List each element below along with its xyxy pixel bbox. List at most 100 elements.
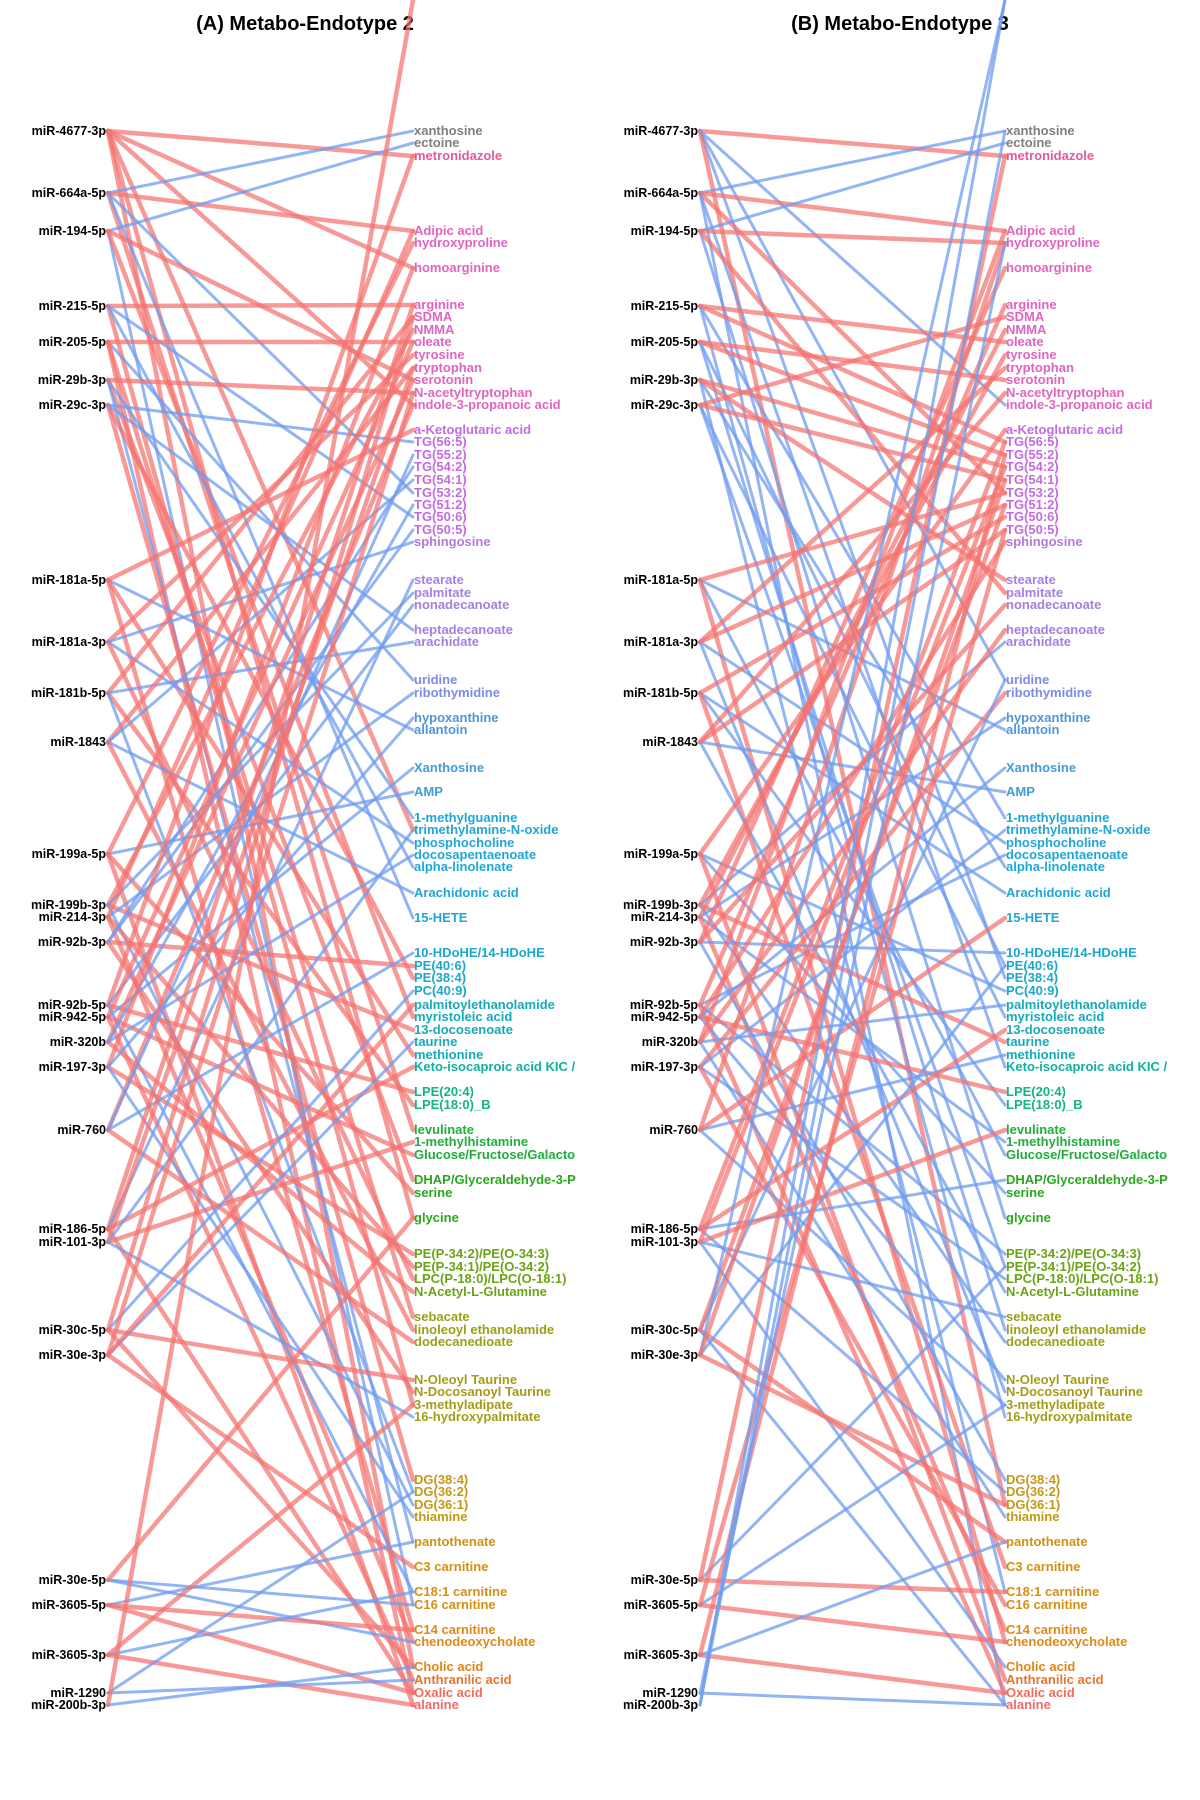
- edge-negative: [106, 528, 415, 944]
- metabolite-label: 16-hydroxypalmitate: [414, 1409, 540, 1424]
- edge-positive: [697, 439, 1008, 1232]
- panel-a-title: (A) Metabo-Endotype 2: [196, 13, 414, 35]
- metabolite-label: metronidazole: [1006, 148, 1094, 163]
- mirna-label: miR-214-3p: [39, 910, 107, 924]
- metabolite-label: Glucose/Fructose/Galacto: [414, 1147, 575, 1162]
- metabolite-label: ribothymidine: [414, 685, 500, 700]
- edge-positive: [105, 1652, 416, 1708]
- edge-positive: [697, 402, 1008, 483]
- metabolite-label: C16 carnitine: [414, 1597, 496, 1612]
- metabolite-label: Cholic acid: [1006, 1659, 1075, 1674]
- edge-positive: [105, 902, 416, 1033]
- edge-positive: [105, 302, 416, 1232]
- edge-positive: [697, 577, 1008, 1645]
- metabolite-label: TG(50:5): [1006, 522, 1059, 537]
- edge-positive: [105, 153, 416, 1008]
- metabolite-label: thiamine: [1006, 1509, 1059, 1524]
- metabolite-label: uridine: [414, 672, 457, 687]
- edge-positive: [105, 0, 416, 1708]
- metabolite-label: PE(P-34:2)/PE(O-34:3): [1006, 1246, 1141, 1261]
- metabolite-label: a-Ketoglutaric acid: [1006, 422, 1123, 437]
- metabolite-label: Anthranilic acid: [414, 1672, 512, 1687]
- mirna-label: miR-760: [649, 1123, 698, 1137]
- metabolite-label: serine: [1006, 1185, 1044, 1200]
- mirna-label: miR-1843: [50, 735, 106, 749]
- mirna-label: miR-186-5p: [631, 1222, 699, 1236]
- mirna-label: miR-199b-3p: [623, 898, 698, 912]
- edge-positive: [697, 352, 1008, 908]
- mirna-labels: miR-4677-3p miR-664a-5p miR-194-5p miR-215-…: [31, 124, 106, 1712]
- metabolite-label: TG(51:2): [1006, 497, 1059, 512]
- edge-negative: [698, 1227, 1007, 1494]
- mirna-label: miR-181a-3p: [32, 635, 107, 649]
- edge-negative: [106, 578, 415, 732]
- mirna-label: miR-186-5p: [39, 1222, 107, 1236]
- edge-negative: [698, 141, 1007, 233]
- mirna-label: miR-30e-5p: [39, 1573, 107, 1587]
- edge-negative: [698, 129, 1007, 980]
- edge-positive: [697, 1577, 1008, 1595]
- edge-positive: [697, 228, 1008, 1045]
- edge-negative: [106, 453, 415, 1132]
- edge-negative: [698, 1128, 1007, 1407]
- edge-positive: [105, 390, 416, 1358]
- edge-positive: [105, 128, 416, 159]
- mirna-label: miR-181a-3p: [624, 635, 699, 649]
- mirna-label: miR-30e-3p: [631, 1348, 699, 1362]
- edge-positive: [697, 314, 1008, 408]
- metabolite-label: Keto-isocaproic acid KIC /: [1006, 1059, 1167, 1074]
- edge-positive: [105, 1014, 416, 1158]
- metabolite-label: glycine: [1006, 1210, 1051, 1225]
- metabolite-label: DG(36:1): [1006, 1497, 1060, 1512]
- metabolite-label: LPC(P-18:0)/LPC(O-18:1): [1006, 1271, 1158, 1286]
- metabolite-label: ribothymidine: [1006, 685, 1092, 700]
- metabolite-label: 13-docosenoate: [1006, 1022, 1105, 1037]
- mirna-label: miR-30c-5p: [631, 1323, 699, 1337]
- mirna-label: miR-4677-3p: [32, 124, 107, 138]
- metabolite-label: phosphocholine: [1006, 835, 1106, 850]
- metabolite-label: hydroxyproline: [1006, 235, 1100, 250]
- edge-positive: [105, 314, 416, 696]
- edge-positive: [105, 1402, 416, 1658]
- edge-negative: [106, 1040, 415, 1357]
- metabolite-label: Xanthosine: [1006, 760, 1076, 775]
- edge-positive: [105, 1602, 416, 1696]
- metabolite-label: 3-methyladipate: [414, 1397, 513, 1412]
- metabolite-label: N-Docosanoyl Taurine: [414, 1384, 551, 1399]
- edge-positive: [105, 1352, 416, 1570]
- edge-positive: [105, 402, 416, 1483]
- metabolite-label: tryptophan: [414, 360, 482, 375]
- metabolite-label: 3-methyladipate: [1006, 1397, 1105, 1412]
- edge-positive: [697, 339, 1008, 458]
- metabolite-label: N-Docosanoyl Taurine: [1006, 1384, 1143, 1399]
- edge-negative: [698, 1240, 1007, 1669]
- metabolite-label: TG(53:2): [1006, 485, 1059, 500]
- mirna-label: miR-205-5p: [39, 335, 107, 349]
- mirna-label: miR-92b-3p: [38, 935, 106, 949]
- edge-positive: [105, 128, 416, 833]
- metabolite-label: nonadecanoate: [1006, 597, 1101, 612]
- edge-positive: [105, 939, 416, 969]
- metabolite-label: sebacate: [1006, 1309, 1062, 1324]
- metabolite-label: C18:1 carnitine: [1006, 1584, 1099, 1599]
- edge-negative: [106, 229, 415, 1607]
- metabolite-label: PC(40:9): [414, 983, 467, 998]
- mirna-label: miR-30e-3p: [39, 1348, 107, 1362]
- metabolite-label: myristoleic acid: [414, 1009, 512, 1024]
- metabolite-label: 13-docosenoate: [414, 1022, 513, 1037]
- metabolite-label: homoarginine: [414, 260, 500, 275]
- metabolite-label: myristoleic acid: [1006, 1009, 1104, 1024]
- metabolite-label: DHAP/Glyceraldehyde-3-P: [414, 1172, 576, 1187]
- metabolite-label: indole-3-propanoic acid: [1006, 397, 1153, 412]
- metabolite-label: palmitoylethanolamide: [1006, 997, 1147, 1012]
- edge-positive: [697, 1064, 1008, 1608]
- metabolite-label: Arachidonic acid: [414, 885, 519, 900]
- metabolite-label: C14 carnitine: [1006, 1622, 1088, 1637]
- edge-positive: [105, 1039, 416, 1295]
- metabolite-label: chenodeoxycholate: [414, 1634, 535, 1649]
- metabolite-label: Glucose/Fructose/Galacto: [1006, 1147, 1167, 1162]
- metabolite-label: trimethylamine-N-oxide: [414, 822, 558, 837]
- edge-positive: [697, 690, 1008, 1070]
- edge-positive: [697, 303, 1008, 345]
- edge-negative: [698, 1691, 1007, 1707]
